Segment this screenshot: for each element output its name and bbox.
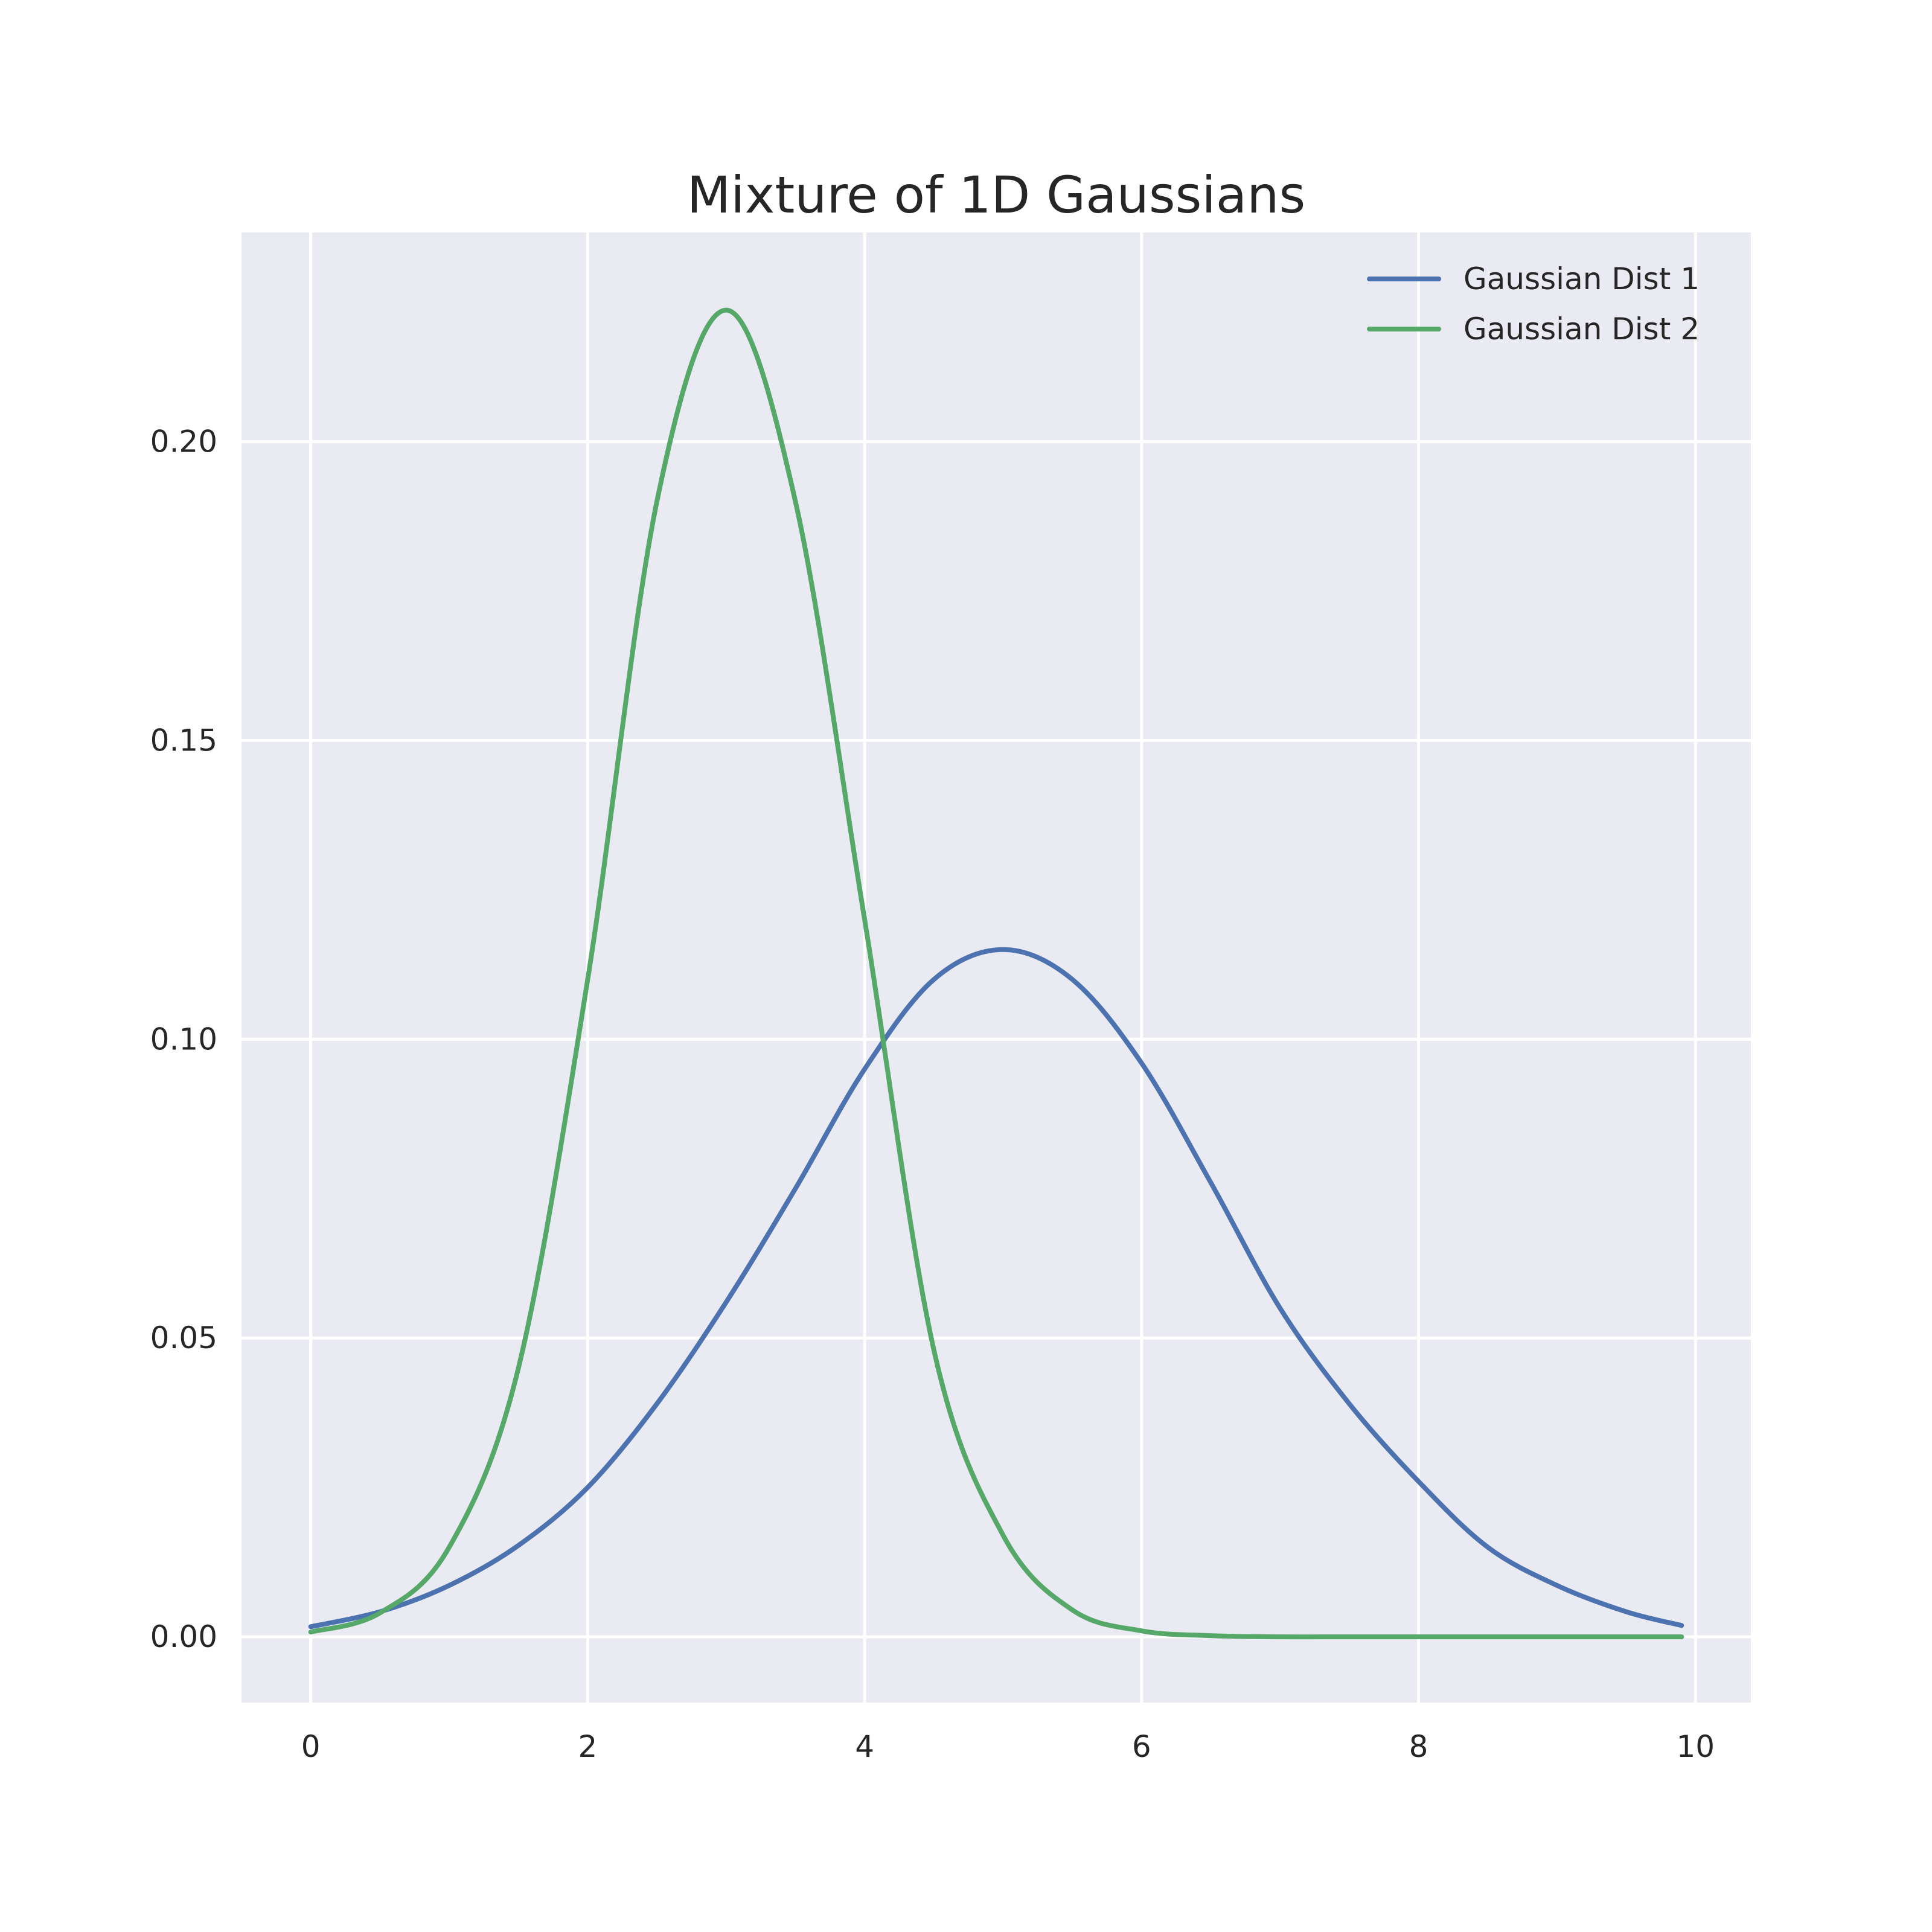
legend-item-2: Gaussian Dist 2 <box>1367 312 1700 347</box>
series-line-2 <box>308 307 1684 1640</box>
y-tick-label: 0.05 <box>150 1320 217 1355</box>
legend-label: Gaussian Dist 2 <box>1463 312 1700 347</box>
legend-item-1: Gaussian Dist 1 <box>1367 261 1700 296</box>
y-tick-label: 0.10 <box>150 1022 217 1057</box>
y-tick-label: 0.00 <box>150 1619 217 1654</box>
x-tick-label: 6 <box>1132 1729 1151 1764</box>
x-tick-label: 0 <box>301 1729 321 1764</box>
x-tick-label: 2 <box>578 1729 597 1764</box>
x-tick-label: 10 <box>1676 1729 1715 1764</box>
legend-label: Gaussian Dist 1 <box>1463 261 1700 296</box>
tick-labels: 0 2 4 6 8 10 0.00 0.05 0.10 0.15 0.20 <box>150 424 1715 1764</box>
y-tick-label: 0.15 <box>150 723 217 758</box>
plot-area <box>242 232 1751 1703</box>
series-layer <box>308 307 1684 1640</box>
chart-title: Mixture of 1D Gaussians <box>687 165 1305 225</box>
series-line-1 <box>308 947 1684 1630</box>
x-tick-label: 8 <box>1409 1729 1428 1764</box>
legend: Gaussian Dist 1 Gaussian Dist 2 <box>1367 261 1700 347</box>
x-tick-label: 4 <box>855 1729 874 1764</box>
y-tick-label: 0.20 <box>150 424 217 459</box>
